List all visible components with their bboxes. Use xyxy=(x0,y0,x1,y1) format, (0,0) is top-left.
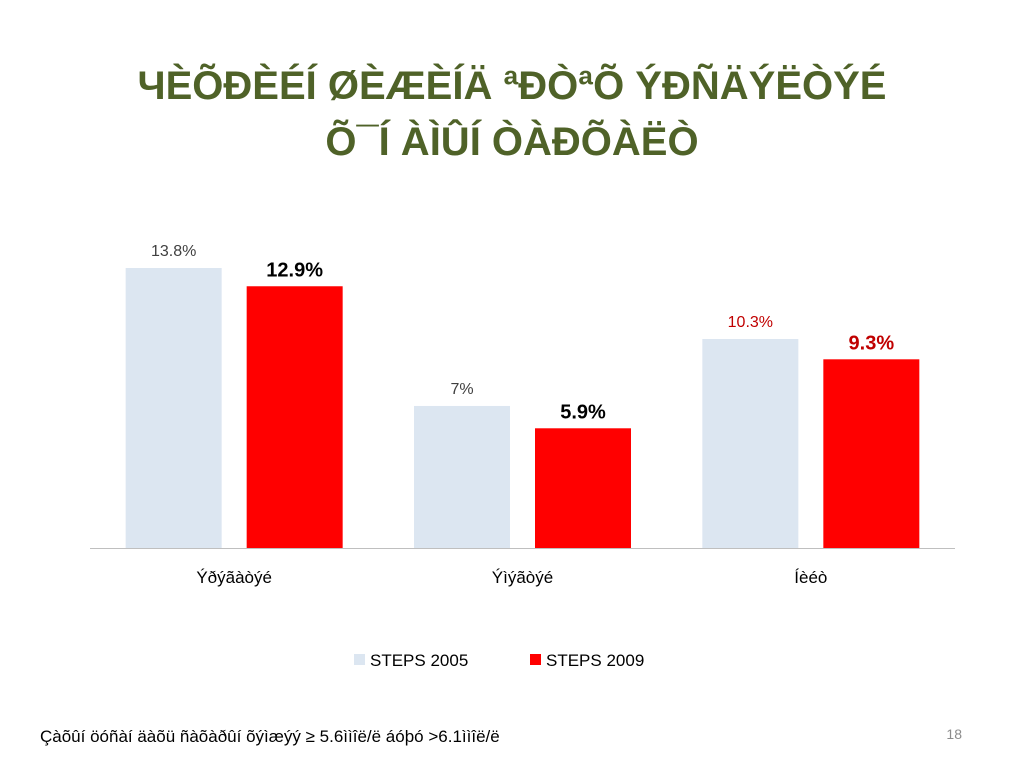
bar-steps-2009-2 xyxy=(535,428,631,548)
legend-steps-2009-label: STEPS 2009 xyxy=(546,651,644,670)
bar-steps-2009-3 xyxy=(823,359,920,548)
legend-steps-2005-swatch xyxy=(354,654,365,665)
data-label-steps-2009-2: 5.9% xyxy=(560,401,606,423)
category-label-2: Ýìýãòýé xyxy=(492,568,553,587)
data-label-steps-2009-1: 12.9% xyxy=(266,259,323,281)
legend-steps-2009-swatch xyxy=(530,654,541,665)
slide-title: ЧÈÕÐÈÉÍ ØÈÆÈÍÄ ªÐÒªÕ ÝÐÑÄÝËÒÝÉ Õ¯Í ÀÌÛÍ … xyxy=(40,58,984,170)
data-label-steps-2005-1: 13.8% xyxy=(151,243,196,260)
slide-title-line-2: Õ¯Í ÀÌÛÍ ÒÀÐÕÀËÒ xyxy=(325,120,699,164)
data-label-steps-2005-2: 7% xyxy=(450,381,473,398)
category-label-3: Íèéò xyxy=(794,568,827,587)
category-label-1: Ýðýãàòýé xyxy=(196,568,272,587)
data-label-steps-2009-3: 9.3% xyxy=(849,332,895,354)
bar-steps-2005-3 xyxy=(702,339,799,548)
footnote: Çàõûí öóñàí äàõü ñàõàðûí õýìæýý ≥ 5.6ììî… xyxy=(40,727,500,746)
bar-steps-2009-1 xyxy=(246,286,343,548)
bar-steps-2005-2 xyxy=(414,405,510,548)
page-number: 18 xyxy=(946,726,962,742)
bar-steps-2005-1 xyxy=(125,268,222,548)
data-label-steps-2005-3: 10.3% xyxy=(728,314,773,331)
slide-title-line-1: ЧÈÕÐÈÉÍ ØÈÆÈÍÄ ªÐÒªÕ ÝÐÑÄÝËÒÝÉ xyxy=(137,64,887,108)
legend-steps-2005-label: STEPS 2005 xyxy=(370,651,468,670)
